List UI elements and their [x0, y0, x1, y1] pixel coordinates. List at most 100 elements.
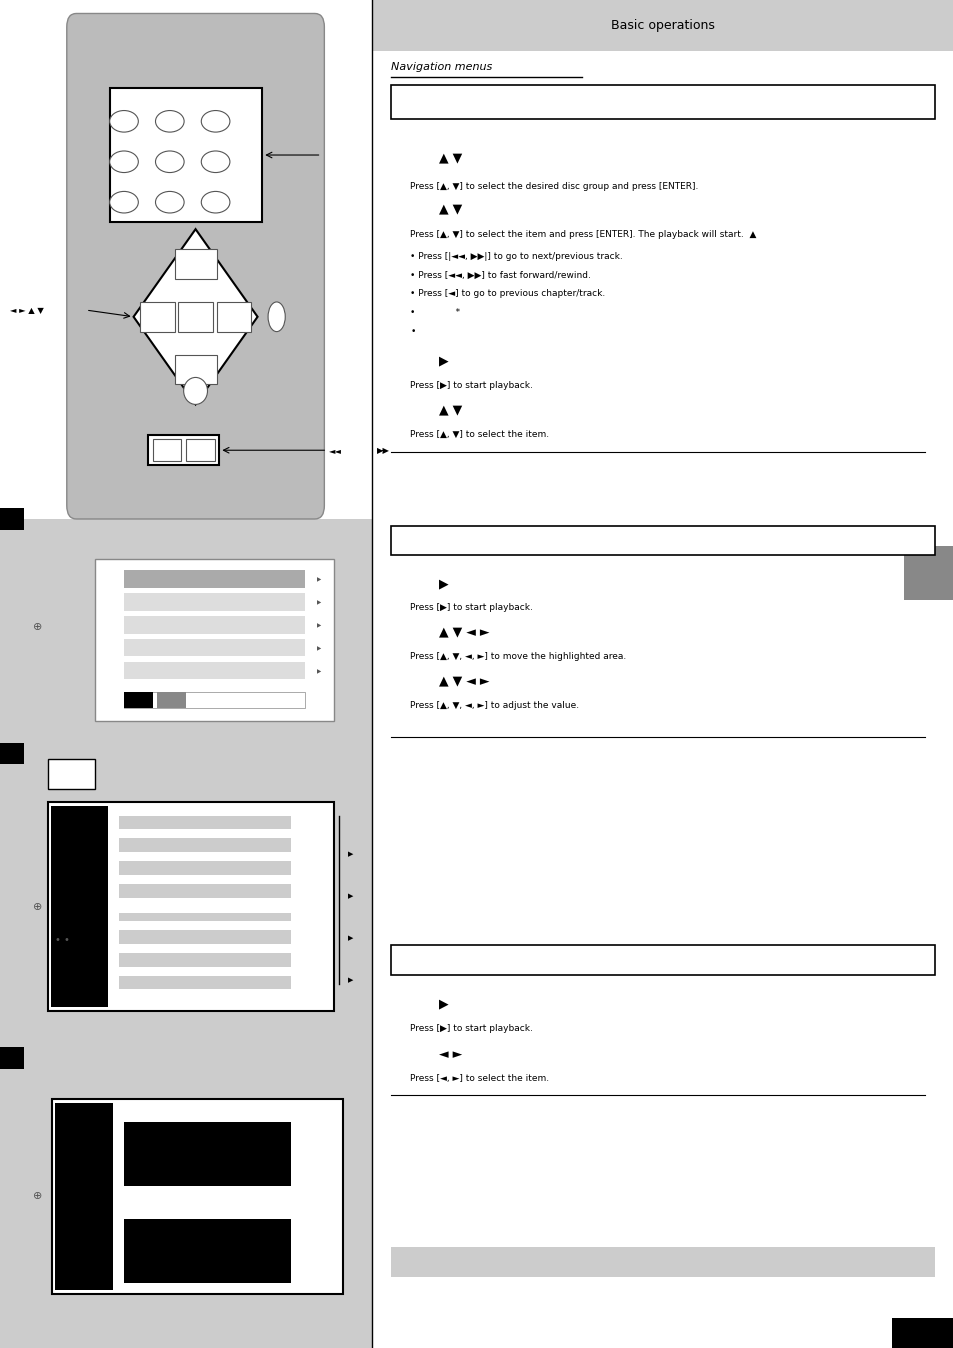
- Bar: [124, 593, 305, 611]
- Bar: [119, 907, 291, 921]
- Text: ▶: ▶: [348, 936, 354, 941]
- Text: ▲ ▼: ▲ ▼: [438, 403, 461, 417]
- Bar: [391, 526, 934, 555]
- Text: ▶: ▶: [317, 600, 321, 605]
- Bar: [0, 1058, 372, 1348]
- Bar: [0, 755, 372, 1058]
- Text: Press [▲, ▼] to select the desired disc group and press [ENTER].: Press [▲, ▼] to select the desired disc …: [410, 182, 698, 190]
- Text: ◄ ► ▲ ▼: ◄ ► ▲ ▼: [10, 306, 44, 314]
- Bar: [55, 1103, 112, 1290]
- Bar: [124, 1122, 291, 1186]
- Bar: [124, 639, 305, 656]
- Bar: [124, 662, 305, 679]
- Bar: [0, 519, 372, 549]
- Ellipse shape: [110, 111, 138, 132]
- Ellipse shape: [201, 111, 230, 132]
- Text: ▶: ▶: [438, 998, 448, 1011]
- Bar: [391, 85, 934, 119]
- Text: ▶: ▶: [348, 894, 354, 899]
- Text: Basic operations: Basic operations: [611, 19, 714, 32]
- Text: ▶: ▶: [438, 577, 448, 590]
- Text: ▲ ▼ ◄ ►: ▲ ▼ ◄ ►: [438, 625, 489, 639]
- Text: Press [▶] to start playback.: Press [▶] to start playback.: [410, 1024, 533, 1033]
- Text: • Press [|◄◄, ▶▶|] to go to next/previous track.: • Press [|◄◄, ▶▶|] to go to next/previou…: [410, 252, 622, 260]
- Text: ▶: ▶: [348, 852, 354, 857]
- Text: ▶▶: ▶▶: [376, 446, 390, 454]
- Text: •: •: [410, 328, 416, 336]
- Text: ▶: ▶: [317, 577, 321, 582]
- Text: ▶: ▶: [317, 669, 321, 674]
- Bar: [95, 559, 334, 721]
- Text: ▶: ▶: [317, 646, 321, 651]
- Bar: [124, 1219, 291, 1283]
- Bar: [174, 355, 216, 384]
- Text: Press [▲, ▼] to select the item.: Press [▲, ▼] to select the item.: [410, 430, 549, 438]
- Bar: [124, 692, 152, 708]
- Text: ⊕: ⊕: [33, 621, 43, 632]
- Bar: [119, 900, 291, 914]
- Text: ▲ ▼: ▲ ▼: [438, 151, 461, 164]
- Bar: [0, 1047, 24, 1069]
- Ellipse shape: [110, 151, 138, 173]
- Bar: [52, 1099, 343, 1294]
- Bar: [119, 816, 291, 829]
- Bar: [372, 0, 953, 51]
- Bar: [51, 806, 108, 1007]
- Text: Navigation menus: Navigation menus: [391, 62, 492, 73]
- Bar: [124, 570, 305, 588]
- Bar: [119, 838, 291, 852]
- Bar: [216, 302, 251, 332]
- Text: ▲ ▼: ▲ ▼: [438, 202, 461, 216]
- Bar: [157, 692, 186, 708]
- Text: ◄ ►: ◄ ►: [438, 1047, 461, 1061]
- Bar: [186, 439, 214, 461]
- Bar: [891, 1318, 953, 1348]
- Ellipse shape: [155, 191, 184, 213]
- Text: ◄◄: ◄◄: [329, 446, 342, 454]
- Text: ⊕: ⊕: [33, 902, 43, 911]
- Text: • Press [◄] to go to previous chapter/track.: • Press [◄] to go to previous chapter/tr…: [410, 290, 605, 298]
- Ellipse shape: [183, 377, 208, 404]
- Text: Press [◄, ►] to select the item.: Press [◄, ►] to select the item.: [410, 1074, 549, 1082]
- Bar: [140, 302, 174, 332]
- Bar: [391, 945, 934, 975]
- Bar: [174, 249, 216, 279]
- Bar: [124, 616, 305, 634]
- Text: ⊕: ⊕: [33, 1192, 43, 1201]
- Bar: [391, 1247, 934, 1277]
- Bar: [0, 549, 372, 755]
- Bar: [148, 435, 219, 465]
- Bar: [178, 302, 213, 332]
- Text: Press [▲, ▼, ◄, ►] to adjust the value.: Press [▲, ▼, ◄, ►] to adjust the value.: [410, 701, 578, 709]
- Text: •              *: • *: [410, 309, 460, 317]
- Polygon shape: [133, 229, 257, 404]
- Bar: [152, 439, 181, 461]
- Bar: [119, 861, 291, 875]
- Ellipse shape: [155, 111, 184, 132]
- Bar: [48, 802, 334, 1011]
- Ellipse shape: [268, 302, 285, 332]
- Bar: [119, 976, 291, 989]
- Text: ▶: ▶: [317, 623, 321, 628]
- Bar: [0, 0, 372, 519]
- Text: ▲ ▼ ◄ ►: ▲ ▼ ◄ ►: [438, 674, 489, 687]
- Ellipse shape: [155, 151, 184, 173]
- Ellipse shape: [201, 151, 230, 173]
- Text: Press [▶] to start playback.: Press [▶] to start playback.: [410, 604, 533, 612]
- Bar: [124, 1189, 291, 1216]
- Bar: [119, 930, 291, 944]
- Bar: [0, 743, 24, 764]
- Bar: [0, 508, 24, 530]
- Bar: [119, 884, 291, 898]
- Text: ▶: ▶: [438, 355, 448, 368]
- Text: • Press [◄◄, ▶▶] to fast forward/rewind.: • Press [◄◄, ▶▶] to fast forward/rewind.: [410, 271, 591, 279]
- Text: ▶: ▶: [348, 977, 354, 983]
- Text: Press [▲, ▼] to select the item and press [ENTER]. The playback will start.  ▲: Press [▲, ▼] to select the item and pres…: [410, 231, 756, 239]
- Ellipse shape: [110, 191, 138, 213]
- FancyBboxPatch shape: [67, 13, 324, 519]
- Bar: [124, 692, 305, 708]
- Bar: [903, 546, 953, 600]
- Text: Press [▲, ▼, ◄, ►] to move the highlighted area.: Press [▲, ▼, ◄, ►] to move the highlight…: [410, 652, 626, 661]
- Bar: [119, 953, 291, 967]
- Text: Press [▶] to start playback.: Press [▶] to start playback.: [410, 381, 533, 390]
